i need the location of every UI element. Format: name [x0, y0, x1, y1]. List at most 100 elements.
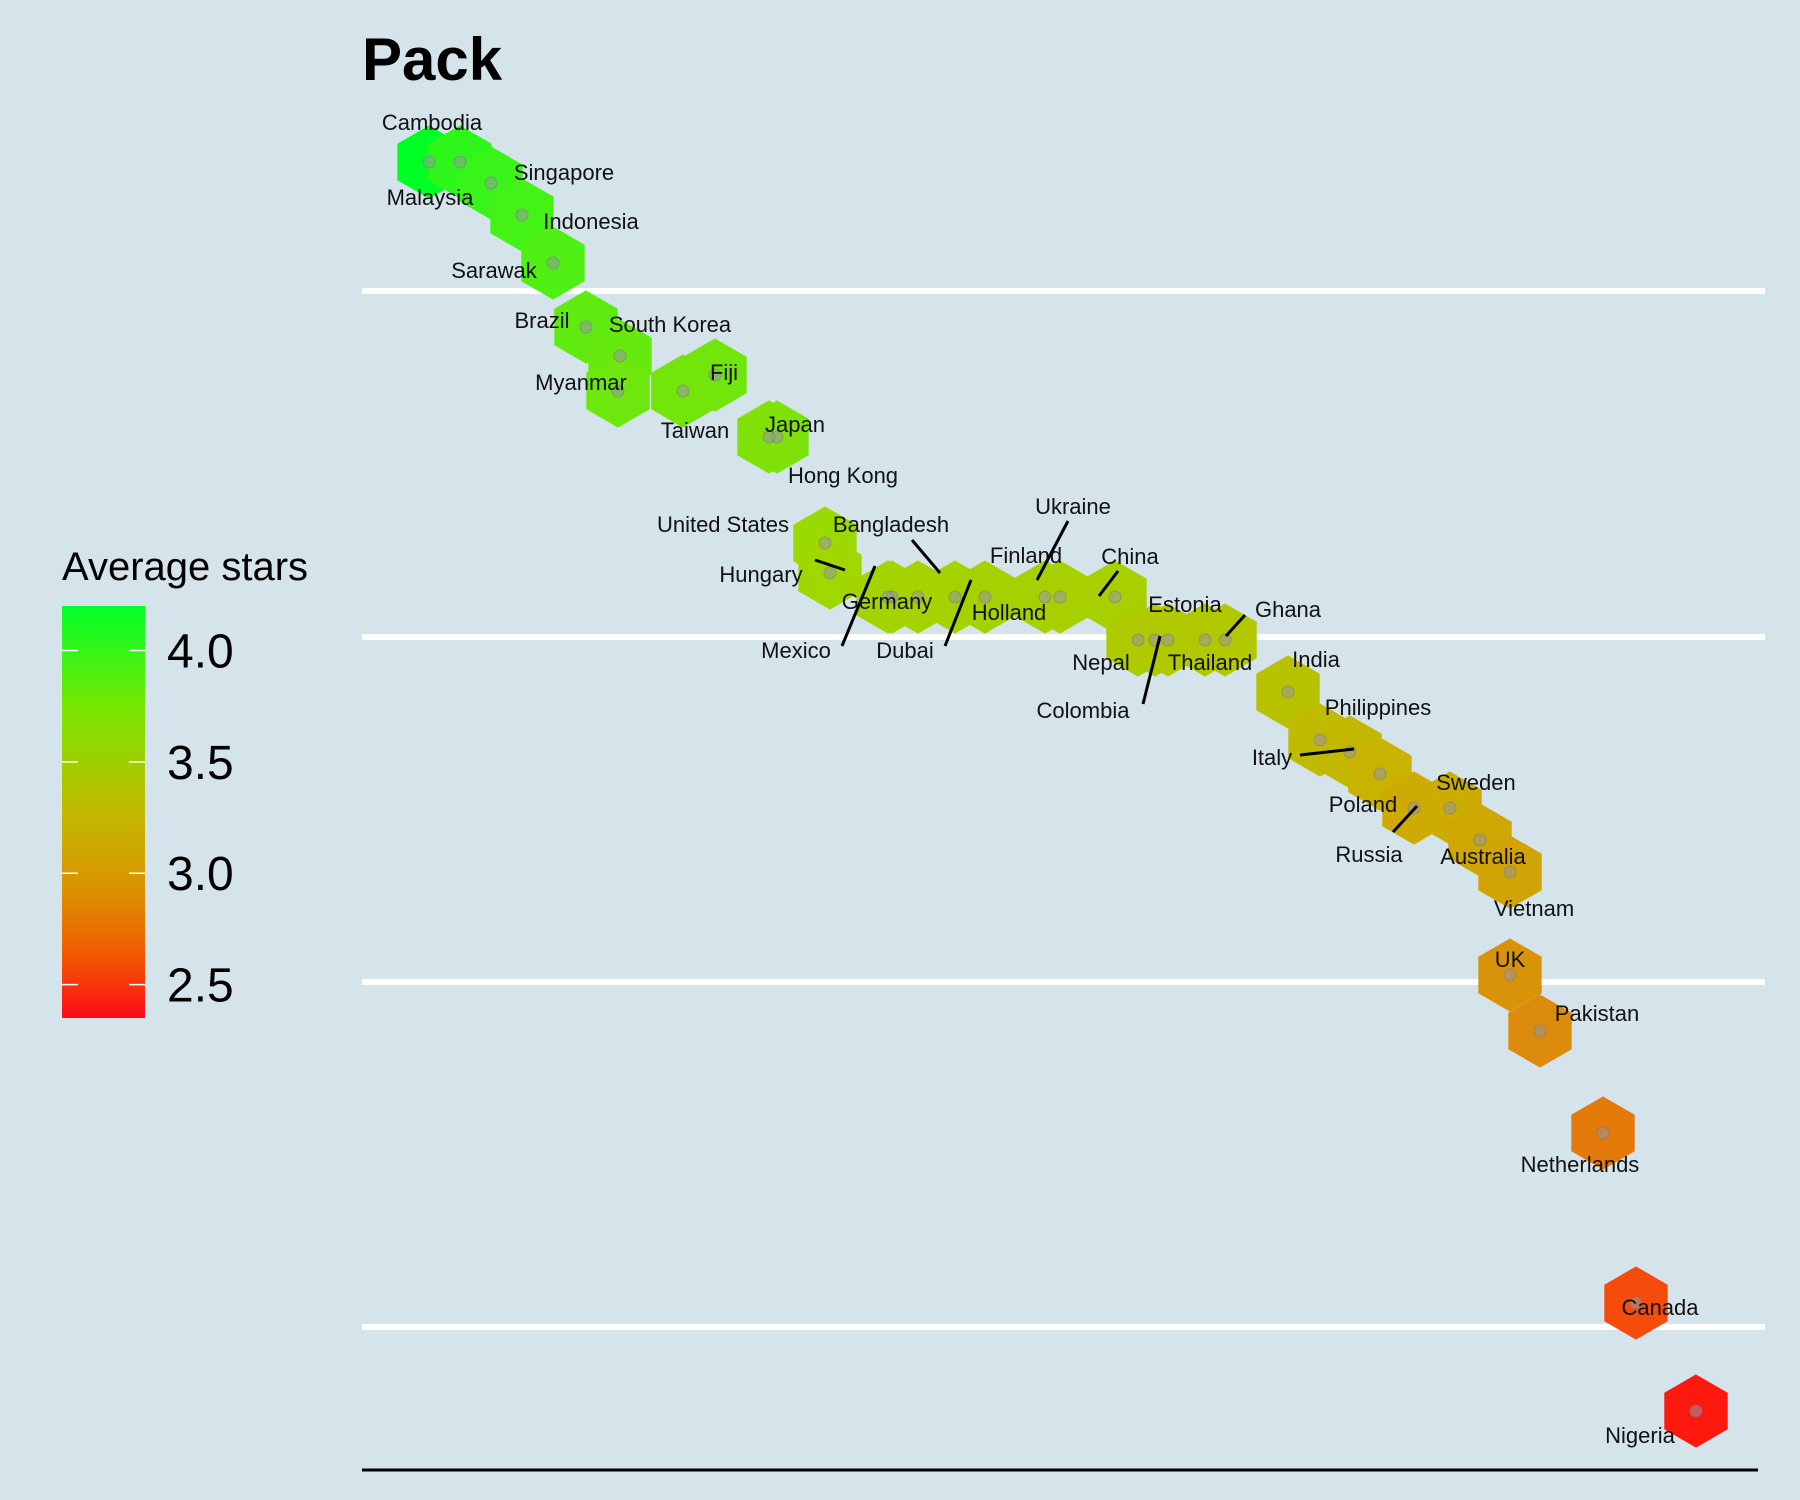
label-colombia: Colombia	[1037, 698, 1131, 723]
point-canada	[1629, 1296, 1643, 1310]
label-cambodia: Cambodia	[382, 110, 483, 135]
point-ukraine	[1053, 590, 1067, 604]
label-dubai: Dubai	[876, 638, 933, 663]
label-australia: Australia	[1440, 844, 1526, 869]
label-sarawak: Sarawak	[451, 258, 538, 283]
label-holland: Holland	[972, 600, 1047, 625]
point-vietnam	[1503, 865, 1517, 879]
point-italy	[1343, 745, 1357, 759]
point-brazil	[579, 320, 593, 334]
legend-ticks: 4.0 3.5 3.0 2.5	[62, 626, 234, 1013]
point-taiwan	[676, 384, 690, 398]
label-poland: Poland	[1329, 792, 1398, 817]
point-hong-kong	[762, 430, 776, 444]
leader-ghana	[1224, 613, 1247, 638]
gridlines	[362, 288, 1765, 1330]
label-china: China	[1101, 544, 1159, 569]
leader-colombia	[1141, 635, 1162, 705]
label-uk: UK	[1495, 947, 1526, 972]
legend-tick-label-0: 4.0	[167, 626, 234, 679]
legend-tick-label-2: 3.0	[167, 848, 234, 901]
legend-tick-label-1: 3.5	[167, 737, 234, 790]
leader-russia	[1391, 804, 1419, 834]
point-holland	[978, 590, 992, 604]
leader-bangladesh	[910, 539, 942, 574]
point-hungary	[823, 566, 837, 580]
country-label-layer: Cambodia Malaysia Singapore IndonesiaSarawa…	[382, 110, 1699, 1448]
point-indonesia	[515, 208, 529, 222]
leader-ukraine	[1035, 520, 1070, 581]
label-hungary: Hungary	[719, 562, 802, 587]
point-germany	[881, 590, 895, 604]
label-hong-kong: Hong Kong	[788, 463, 898, 488]
label-ukraine: Ukraine	[1035, 494, 1111, 519]
legend-title: Average stars	[62, 545, 308, 589]
point-uk	[1503, 968, 1517, 982]
leader-hungary	[814, 558, 846, 572]
legend-tick-label-3: 2.5	[167, 960, 234, 1013]
label-brazil: Brazil	[514, 308, 569, 333]
point-finland	[1038, 590, 1052, 604]
label-india: India	[1292, 647, 1340, 672]
label-nigeria: Nigeria	[1605, 1423, 1675, 1448]
label-mexico: Mexico	[761, 638, 831, 663]
label-thailand: Thailand	[1168, 650, 1252, 675]
label-vietnam: Vietnam	[1494, 896, 1574, 921]
point-south-korea	[613, 349, 627, 363]
label-estonia: Estonia	[1148, 592, 1222, 617]
label-fiji: Fiji	[710, 360, 738, 385]
point-india	[1281, 685, 1295, 699]
point-malaysia	[453, 155, 467, 169]
label-finland: Finland	[990, 543, 1062, 568]
point-sweden	[1443, 801, 1457, 815]
point-thailand	[1198, 633, 1212, 647]
legend: Average stars 4.0 3.5 3.0 2.5	[62, 545, 308, 1018]
point-netherlands	[1596, 1126, 1610, 1140]
label-taiwan: Taiwan	[661, 418, 729, 443]
label-leader-layer	[814, 520, 1419, 834]
legend-color-bar	[62, 606, 145, 1018]
point-philippines	[1313, 733, 1327, 747]
label-bangladesh: Bangladesh	[833, 512, 949, 537]
point-ghana	[1218, 633, 1232, 647]
point-australia	[1473, 833, 1487, 847]
point-fiji	[708, 368, 722, 382]
label-singapore: Singapore	[514, 160, 614, 185]
chart-title: Pack	[362, 26, 503, 93]
point-layer	[422, 155, 1703, 1418]
point-united-states	[818, 536, 832, 550]
label-philippines: Philippines	[1325, 695, 1431, 720]
point-pakistan	[1533, 1024, 1547, 1038]
label-malaysia: Malaysia	[387, 185, 475, 210]
label-netherlands: Netherlands	[1521, 1152, 1640, 1177]
label-russia: Russia	[1335, 842, 1403, 867]
label-ghana: Ghana	[1255, 597, 1322, 622]
label-south-korea: South Korea	[609, 312, 732, 337]
label-pakistan: Pakistan	[1555, 1001, 1639, 1026]
point-poland	[1373, 767, 1387, 781]
point-myanmar	[611, 384, 625, 398]
point-sarawak	[546, 256, 560, 270]
label-canada: Canada	[1621, 1295, 1699, 1320]
point-mexico	[911, 590, 925, 604]
label-united-states: United States	[657, 512, 789, 537]
point-singapore	[484, 176, 498, 190]
leader-dubai	[943, 579, 973, 647]
label-japan: Japan	[765, 412, 825, 437]
leader-italy	[1299, 747, 1355, 757]
leader-mexico	[840, 565, 877, 647]
point-colombia	[1161, 633, 1175, 647]
label-italy: Italy	[1252, 745, 1292, 770]
label-myanmar: Myanmar	[535, 370, 627, 395]
label-nepal: Nepal	[1072, 650, 1129, 675]
label-sweden: Sweden	[1436, 770, 1516, 795]
point-cambodia	[422, 155, 436, 169]
point-nepal	[1131, 633, 1145, 647]
label-germany: Germany	[842, 589, 932, 614]
point-dubai	[948, 590, 962, 604]
point-nigeria	[1689, 1404, 1703, 1418]
leader-china	[1097, 570, 1120, 597]
label-indonesia: Indonesia	[543, 209, 639, 234]
